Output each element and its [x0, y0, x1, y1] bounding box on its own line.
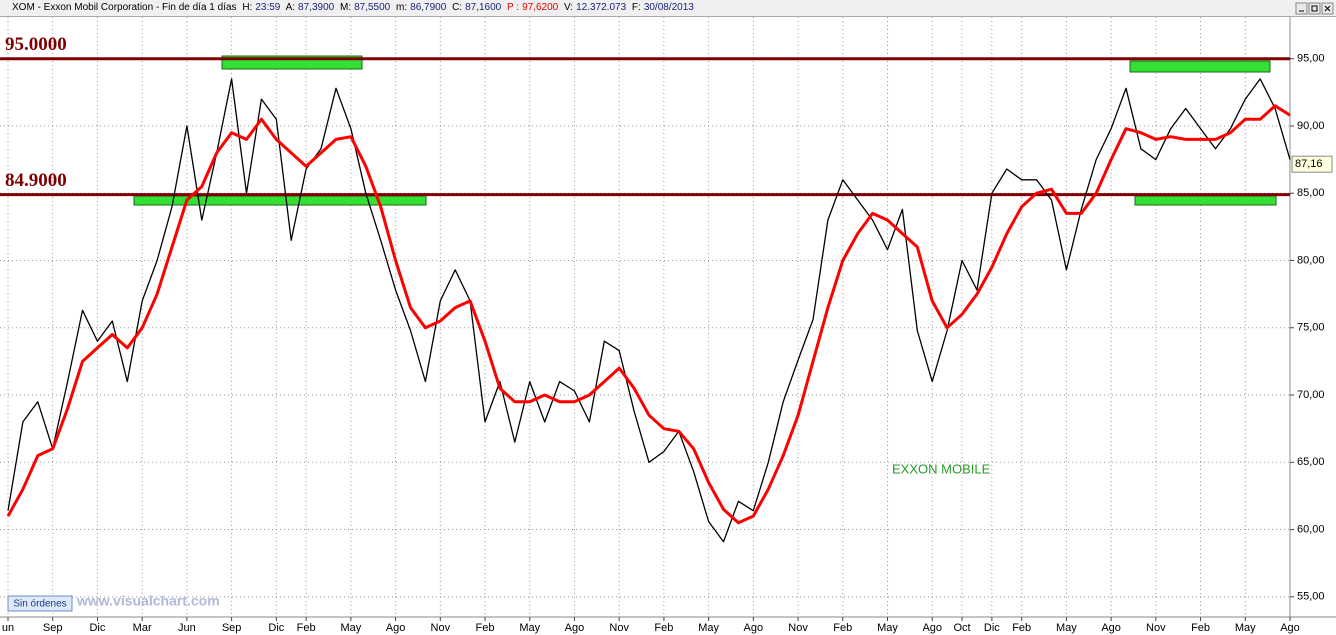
last-price-label: 87,16 — [1295, 158, 1323, 170]
zone — [133, 195, 427, 206]
level-label: 84.9000 — [5, 170, 67, 191]
header: XOM - Exxon Mobil Corporation - Fin de d… — [0, 0, 1336, 17]
y-tick-label: 60,00 — [1297, 523, 1325, 535]
maximize-button[interactable] — [1308, 2, 1321, 15]
field-value: 86,7900 — [410, 2, 447, 13]
y-tick-label: 65,00 — [1297, 456, 1325, 468]
field-label: V: — [564, 2, 574, 13]
y-tick-label: 80,00 — [1297, 254, 1325, 266]
y-tick-label: 75,00 — [1297, 322, 1325, 334]
field-label: C: — [452, 2, 463, 13]
x-tick-label: un — [2, 622, 14, 634]
field-label: H: — [242, 2, 253, 13]
x-tick-label: Mar — [133, 622, 152, 634]
y-tick-label: 95,00 — [1297, 53, 1325, 65]
x-tick-label: May — [1056, 622, 1077, 634]
x-tick-label: Dic — [268, 622, 284, 634]
x-tick-label: Nov — [788, 622, 808, 634]
field-value: 12.372.073 — [576, 2, 627, 13]
x-tick-label: May — [519, 622, 540, 634]
field-label: P : — [507, 2, 520, 13]
button[interactable] — [7, 595, 73, 612]
field-value: 87,3900 — [298, 2, 335, 13]
plot-area — [0, 17, 1290, 617]
field-value: 97,6200 — [522, 2, 559, 13]
zone — [1134, 195, 1277, 206]
button-label[interactable]: Sin órdenes — [13, 599, 66, 610]
x-tick-label: Sep — [43, 622, 63, 634]
x-tick-label: May — [698, 622, 719, 634]
minimize-button[interactable] — [1295, 2, 1308, 15]
level-label: 95.0000 — [5, 34, 67, 55]
zone — [1129, 60, 1271, 73]
field-label: m: — [396, 2, 408, 13]
x-tick-label: Feb — [476, 622, 495, 634]
watermark: www.visualchart.com — [76, 593, 220, 609]
x-tick-label: Ago — [386, 622, 406, 634]
field-label: M: — [339, 2, 352, 13]
x-tick-label: May — [877, 622, 898, 634]
x-tick-label: Ago — [744, 622, 764, 634]
last-price-box — [1291, 155, 1333, 173]
field-value: 23:59 — [255, 2, 281, 13]
window-buttons — [1295, 2, 1334, 15]
field-value: 87,1600 — [465, 2, 502, 13]
x-tick-label: Feb — [1191, 622, 1210, 634]
x-tick-label: Nov — [1146, 622, 1166, 634]
annotation: EXXON MOBILE — [892, 461, 991, 476]
x-tick-label: Feb — [297, 622, 316, 634]
x-tick-label: May — [340, 622, 361, 634]
x-tick-label: Sep — [222, 622, 242, 634]
x-tick-label: May — [1235, 622, 1256, 634]
x-tick-label: Feb — [833, 622, 852, 634]
field-label: F: — [631, 2, 641, 13]
moving-average — [6, 104, 1291, 525]
y-tick-label: 85,00 — [1297, 187, 1325, 199]
x-tick-label: Ago — [1101, 622, 1121, 634]
y-tick-label: 90,00 — [1297, 120, 1325, 132]
x-tick-label: Nov — [609, 622, 629, 634]
x-tick-label: Oct — [953, 622, 970, 634]
y-tick-label: 55,00 — [1297, 591, 1325, 603]
x-tick-label: Feb — [654, 622, 673, 634]
x-tick-label: Feb — [1012, 622, 1031, 634]
x-tick-label: Ago — [922, 622, 942, 634]
price-line — [7, 78, 1291, 543]
symbol: XOM - Exxon Mobil Corporation - Fin de d… — [12, 2, 237, 13]
x-tick-label: Ago — [1280, 622, 1300, 634]
field-value: 87,5500 — [354, 2, 391, 13]
field-value: 30/08/2013 — [643, 2, 694, 13]
field-label: A: — [285, 2, 296, 13]
y-tick-label: 70,00 — [1297, 389, 1325, 401]
icon — [1324, 5, 1331, 12]
x-tick-label: Nov — [431, 622, 451, 634]
x-tick-label: Ago — [565, 622, 585, 634]
x-tick-label: Dic — [984, 622, 1000, 634]
x-tick-label: Jun — [178, 622, 196, 634]
x-tick-label: Dic — [89, 622, 105, 634]
icon — [1311, 5, 1318, 12]
